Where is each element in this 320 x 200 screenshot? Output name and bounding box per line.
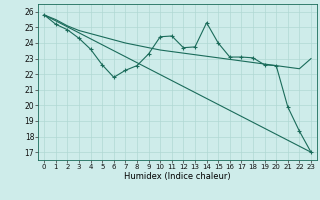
X-axis label: Humidex (Indice chaleur): Humidex (Indice chaleur) [124,172,231,181]
